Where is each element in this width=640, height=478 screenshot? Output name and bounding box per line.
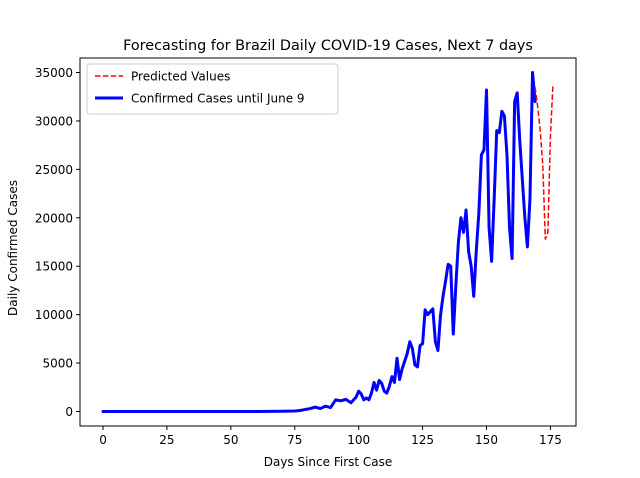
x-tick-label: 50: [223, 433, 238, 447]
x-tick-label: 75: [287, 433, 302, 447]
legend-box: [86, 63, 339, 115]
y-tick-label: 20000: [35, 211, 73, 225]
x-axis-label: Days Since First Case: [264, 455, 393, 469]
x-tick-label: 175: [539, 433, 562, 447]
legend-confirmed-label: Confirmed Cases until June 9: [131, 92, 305, 106]
y-tick-label: 30000: [35, 114, 73, 128]
legend: Predicted Values Confirmed Cases until Ju…: [86, 63, 339, 115]
confirmed-cases-line: [101, 71, 537, 413]
plot-lines: [101, 71, 554, 413]
x-tick-label: 125: [411, 433, 434, 447]
y-tick-label: 10000: [35, 308, 73, 322]
y-tick-label: 0: [65, 405, 73, 419]
x-axis-ticks: 0 25 50 75 100 125 150 175: [99, 426, 562, 447]
predicted-values-line: [534, 84, 554, 240]
y-axis-ticks: 0 5000 10000 15000 20000 25000 30000 35000: [35, 66, 80, 419]
x-tick-label: 150: [475, 433, 498, 447]
axes-frame: [79, 57, 577, 427]
y-tick-label: 25000: [35, 163, 73, 177]
chart-title: Forecasting for Brazil Daily COVID-19 Ca…: [123, 38, 533, 54]
y-tick-label: 15000: [35, 260, 73, 274]
y-tick-label: 35000: [35, 66, 73, 80]
x-tick-label: 0: [99, 433, 107, 447]
legend-predicted-label: Predicted Values: [131, 70, 230, 84]
y-axis-label: Daily Confirmed Cases: [6, 180, 20, 316]
x-tick-label: 100: [347, 433, 370, 447]
y-tick-label: 5000: [42, 357, 73, 371]
x-tick-label: 25: [159, 433, 174, 447]
